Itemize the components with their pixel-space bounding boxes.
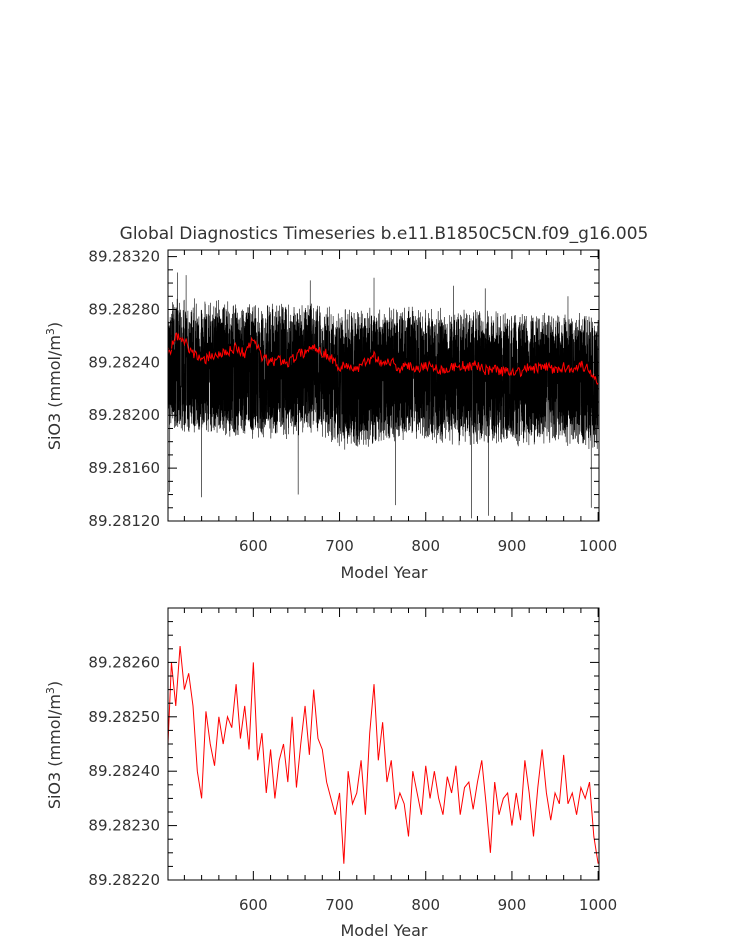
x-tick-label: 1000 [579, 896, 617, 914]
x-tick-label: 900 [498, 896, 527, 914]
plot-frame [167, 249, 600, 522]
y-tick-label: 89.28200 [88, 406, 160, 424]
top-y-axis-label-end: ) [45, 322, 64, 328]
x-tick-label: 600 [239, 537, 268, 555]
bottom-y-axis-label-text: SiO3 (mmol/m [45, 694, 64, 809]
top-y-axis-label-text: SiO3 (mmol/m [45, 335, 64, 450]
bottom-x-axis-label: Model Year [341, 921, 428, 940]
x-tick-label: 900 [498, 537, 527, 555]
x-tick-label: 700 [325, 537, 354, 555]
plot-frame [167, 607, 600, 881]
y-tick-label: 89.28160 [88, 459, 160, 477]
y-tick-label: 89.28240 [88, 353, 160, 371]
y-tick-label: 89.28320 [88, 248, 160, 266]
top-x-axis-label: Model Year [341, 563, 428, 582]
bottom-y-axis-label: SiO3 (mmol/m3) [44, 681, 64, 809]
top-annual-series-line [167, 332, 599, 385]
chart-title: Global Diagnostics Timeseries b.e11.B185… [120, 224, 649, 244]
x-tick-label: 700 [325, 896, 354, 914]
bottom-y-axis-label-end: ) [45, 681, 64, 687]
x-tick-label: 1000 [579, 537, 617, 555]
top-chart: Global Diagnostics Timeseries b.e11.B185… [44, 224, 648, 582]
top-y-axis-label-sup: 3 [44, 328, 57, 335]
bottom-annual-series-line [167, 646, 599, 864]
y-tick-label: 89.28250 [88, 708, 160, 726]
y-tick-label: 89.28240 [88, 762, 160, 780]
x-tick-label: 800 [411, 896, 440, 914]
top-plot-area: 600 700 800 900 1000 89.28120 89.28160 89.28200… [88, 248, 617, 555]
y-tick-label: 89.28230 [88, 817, 160, 835]
x-tick-label: 800 [411, 537, 440, 555]
bottom-plot-area: 600 700 800 900 1000 89.28220 89.28230 89.28240… [88, 607, 617, 914]
top-monthly-series-line [167, 272, 599, 519]
y-tick-label: 89.28120 [88, 512, 160, 530]
x-tick-label: 600 [239, 896, 268, 914]
y-tick-label: 89.28220 [88, 871, 160, 889]
y-tick-label: 89.28280 [88, 300, 160, 318]
bottom-chart: 600 700 800 900 1000 89.28220 89.28230 89.28240… [44, 607, 617, 940]
top-y-axis-label: SiO3 (mmol/m3) [44, 322, 64, 450]
y-tick-label: 89.28260 [88, 653, 160, 671]
bottom-y-axis-label-sup: 3 [44, 687, 57, 694]
